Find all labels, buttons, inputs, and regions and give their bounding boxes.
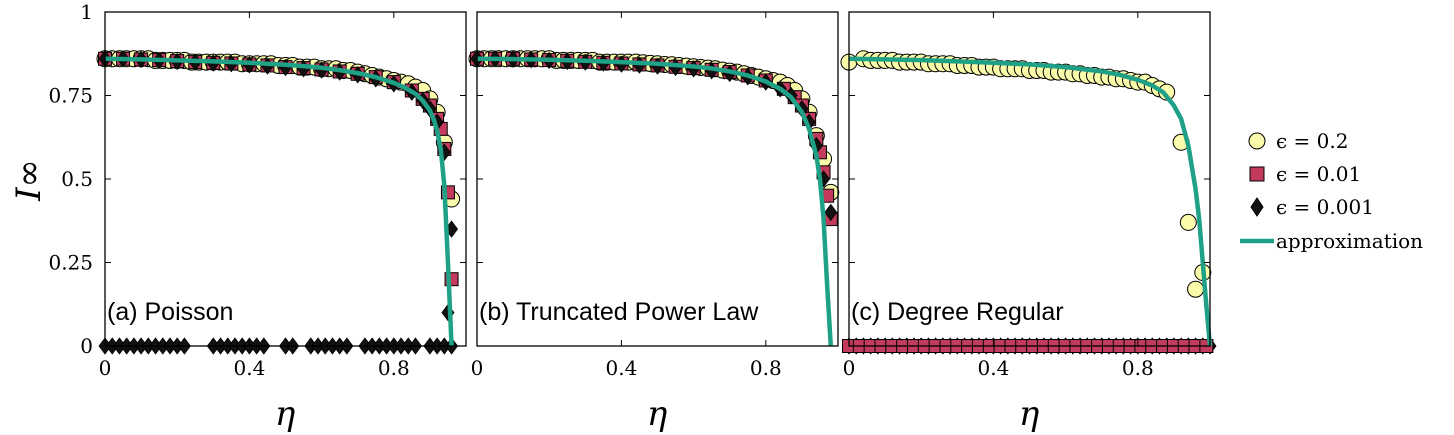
x-tick-label: 0.8 [378, 356, 410, 380]
panel-truncated-power-law: 0 0.4 0.8 (b) Truncated Power Law η [468, 11, 840, 434]
x-tick-label: 0.4 [977, 356, 1009, 380]
legend: ϵ = 0.2 ϵ = 0.01 ϵ = 0.001 approximation [1240, 129, 1423, 253]
x-axis-label-degree-regular: η [1019, 394, 1040, 434]
x-tick-label: 0 [843, 356, 856, 380]
data-point [824, 203, 838, 222]
legend-marker-square [1249, 166, 1265, 182]
x-tick-label: 0.4 [605, 356, 637, 380]
plot-area-poisson [96, 50, 461, 355]
y-tick-label: 0 [80, 334, 93, 358]
x-tick-label: 0 [471, 356, 484, 380]
x-tick-label: 0.8 [750, 356, 782, 380]
panel-title-truncated-power-law: (b) Truncated Power Law [479, 298, 759, 326]
panel-degree-regular: 0 0.4 0.8 (c) Degree Regular η [840, 11, 1217, 434]
plot-area-truncated-power-law [468, 50, 840, 347]
x-axis-label-truncated-power-law: η [647, 394, 668, 434]
x-tick-label: 0.4 [233, 356, 265, 380]
legend-entry-approximation: approximation [1240, 229, 1423, 253]
legend-entry-eps-0-2: ϵ = 0.2 [1248, 129, 1348, 153]
x-tick-label: 0.8 [1122, 356, 1154, 380]
approximation-line [476, 56, 834, 347]
x-tick-label: 0 [99, 356, 112, 380]
x-axis-label-poisson: η [275, 394, 296, 434]
ticks-poisson: 0 0.4 0.8 0 0.25 0.5 0.75 1 [48, 0, 466, 380]
panel-title-poisson: (a) Poisson [107, 298, 233, 326]
legend-entry-eps-0-01: ϵ = 0.01 [1249, 162, 1361, 186]
panel-poisson: 0 0.4 0.8 0 0.25 0.5 0.75 1 (a) Poisson η [48, 0, 467, 434]
data-point [1187, 280, 1205, 298]
legend-label: ϵ = 0.01 [1276, 162, 1361, 186]
legend-label: approximation [1276, 229, 1423, 253]
legend-label: ϵ = 0.2 [1276, 129, 1348, 153]
ticks-degree-regular: 0 0.4 0.8 [843, 11, 1210, 380]
y-tick-label: 1 [80, 0, 93, 24]
y-tick-label: 0.75 [48, 84, 93, 108]
ticks-truncated-power-law: 0 0.4 0.8 [471, 11, 838, 380]
legend-marker-diamond [1250, 197, 1264, 217]
series-eps-0-2 [468, 50, 840, 201]
y-tick-label: 0.5 [61, 167, 93, 191]
panel-title-degree-regular: (c) Degree Regular [851, 298, 1064, 326]
y-tick-label: 0.25 [48, 251, 93, 275]
series-eps-0-2 [96, 50, 461, 208]
legend-entry-eps-0-001: ϵ = 0.001 [1250, 195, 1374, 219]
approximation-line [848, 56, 1213, 347]
legend-label: ϵ = 0.001 [1276, 195, 1374, 219]
y-axis-label: I∞ [9, 159, 49, 202]
svg-text:I∞: I∞ [9, 159, 49, 202]
data-point [1179, 213, 1197, 231]
approximation-line [104, 56, 454, 347]
legend-marker-circle [1248, 132, 1266, 150]
